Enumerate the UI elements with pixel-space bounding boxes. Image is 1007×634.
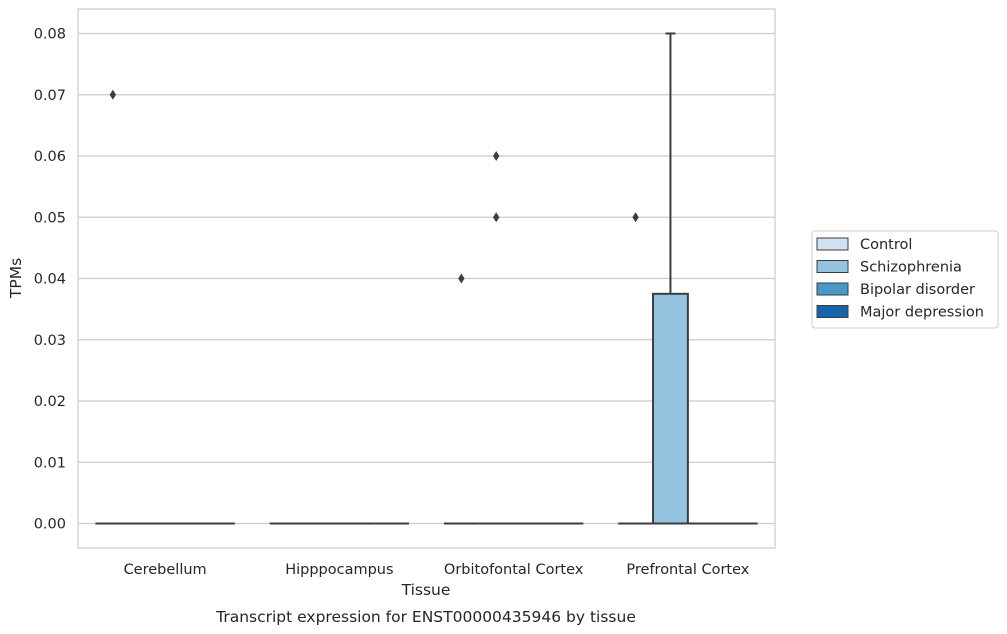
legend-swatch <box>816 305 849 318</box>
legend-items: Control Schizophrenia Bipolar disorder Majo… <box>816 237 984 321</box>
outlier-point <box>632 212 639 223</box>
outlier-point <box>493 212 500 223</box>
y-tick-label: 0.02 <box>34 394 66 410</box>
legend-swatch <box>816 282 849 296</box>
chart-caption: Transcript expression for ENST0000043594… <box>215 608 636 626</box>
y-tick-label: 0.06 <box>34 149 66 165</box>
x-tick-label: Hipppocampus <box>285 562 393 578</box>
y-tick-label: 0.07 <box>34 88 66 104</box>
box-body <box>652 292 689 525</box>
y-tick-label: 0.00 <box>34 517 66 533</box>
legend-swatch <box>816 260 849 273</box>
x-tick-label: Orbitofontal Cortex <box>444 562 584 578</box>
y-tick-label: 0.04 <box>34 272 66 288</box>
x-tick-label: Cerebellum <box>124 562 207 578</box>
y-tick-label: 0.08 <box>34 27 66 43</box>
plot-area-frame <box>77 8 776 549</box>
legend-label: Schizophrenia <box>860 260 962 276</box>
x-tick-label: Prefrontal Cortex <box>626 562 749 578</box>
y-axis-label: TPMs <box>7 258 25 299</box>
y-tick-label: 0.05 <box>34 210 66 226</box>
legend-swatch <box>816 237 849 251</box>
x-axis-ticks: Cerebellum Hipppocampus Orbitofontal Corte… <box>124 562 750 578</box>
y-tick-label: 0.01 <box>34 455 66 471</box>
x-axis-label: Tissue <box>401 581 451 599</box>
outlier-point <box>458 273 465 284</box>
legend-label: Major depression <box>860 305 984 321</box>
outlier-point <box>109 89 117 100</box>
legend: Control Schizophrenia Bipolar disorder Majo… <box>811 230 999 329</box>
box-3-1 <box>652 32 689 525</box>
box-marks <box>95 32 758 525</box>
legend-label: Control <box>860 237 912 253</box>
legend-frame <box>811 230 999 329</box>
y-tick-label: 0.03 <box>34 333 66 349</box>
outlier-marks <box>109 89 639 284</box>
y-axis-ticks: 0.00 0.01 0.02 0.03 0.04 0.05 0.06 0.07 0.08 <box>34 27 66 533</box>
legend-label: Bipolar disorder <box>860 282 975 298</box>
outlier-point <box>493 151 500 161</box>
